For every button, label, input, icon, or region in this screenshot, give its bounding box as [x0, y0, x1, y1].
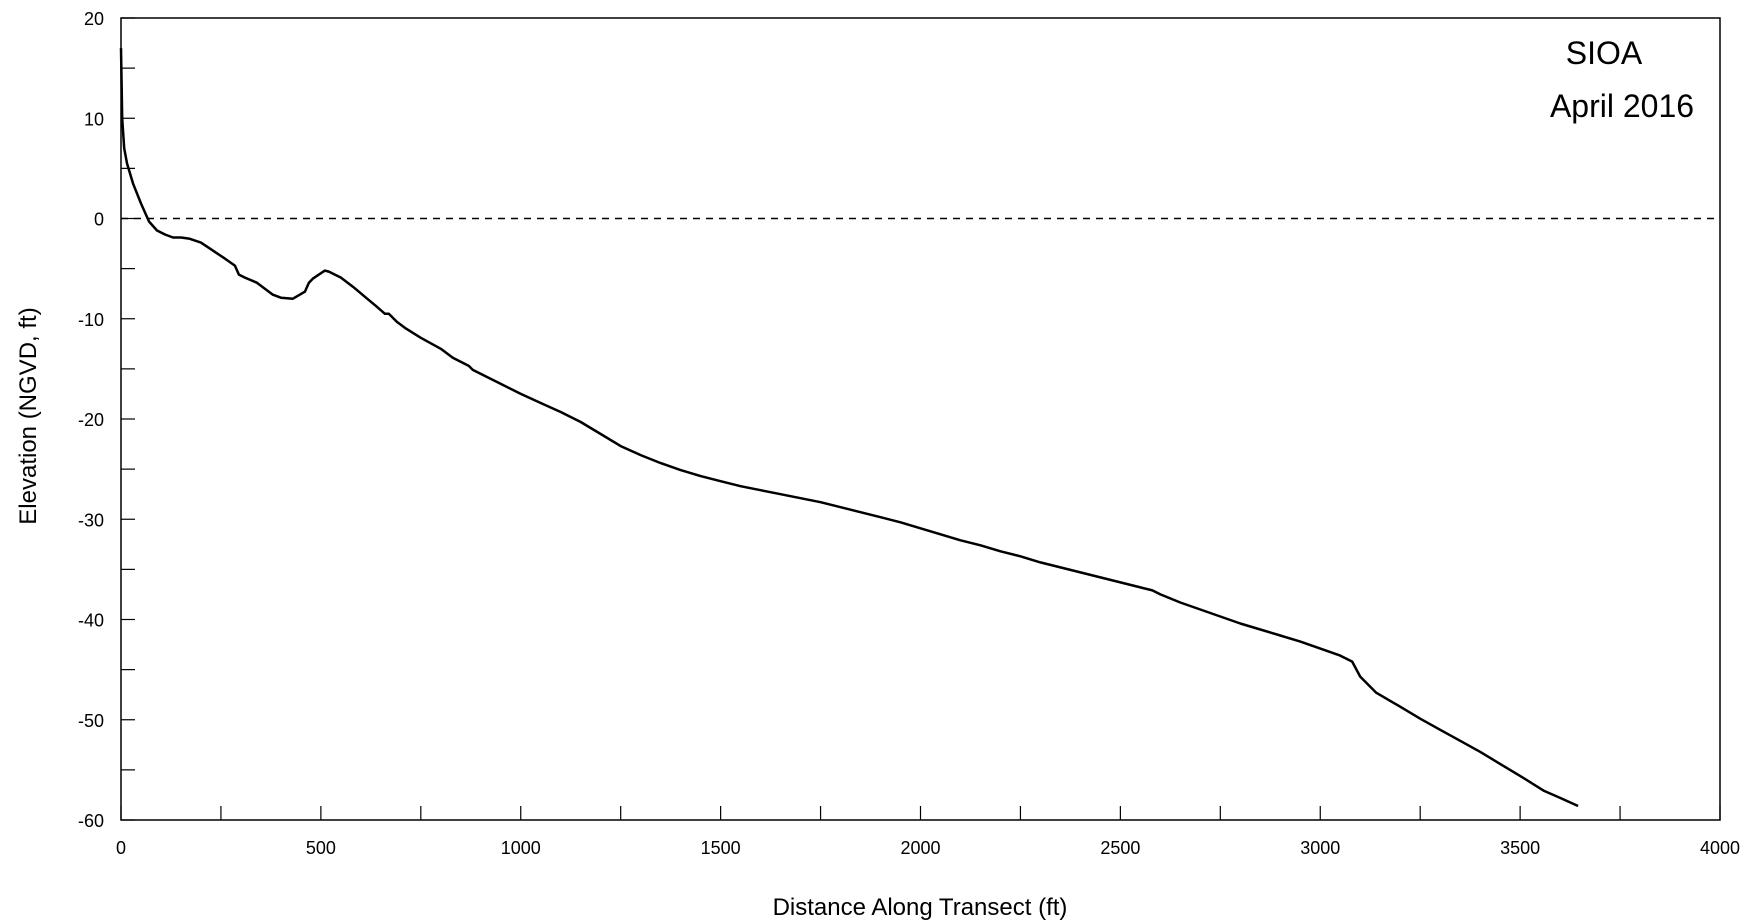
x-tick-label: 0 [116, 838, 126, 858]
y-tick-label: -30 [78, 510, 104, 530]
tick-labels: 0 500 1000 1500 2000 2500 3000 3500 4000 20 10 0 -10… [78, 9, 1740, 858]
ticks [120, 17, 1721, 821]
y-tick-label: 0 [94, 210, 104, 230]
y-tick-label: 10 [84, 109, 104, 129]
y-tick-label: -10 [78, 310, 104, 330]
x-axis-title: Distance Along Transect (ft) [773, 894, 1068, 921]
y-axis-title: Elevation (NGVD, ft) [15, 307, 42, 524]
x-tick-label: 2500 [1100, 838, 1140, 858]
y-tick-label: 20 [84, 9, 104, 29]
annotation-station: SIOA [1566, 35, 1643, 71]
y-tick-label: -20 [78, 410, 104, 430]
elevation-profile-line [119, 48, 1579, 808]
y-tick-label: -60 [78, 811, 104, 831]
x-tick-label: 1000 [501, 838, 541, 858]
y-tick-label: -50 [78, 711, 104, 731]
annotation-date: April 2016 [1550, 88, 1694, 124]
y-tick-label: -40 [78, 611, 104, 631]
x-tick-label: 1500 [701, 838, 741, 858]
x-tick-label: 2000 [900, 838, 940, 858]
x-tick-label: 3500 [1500, 838, 1540, 858]
x-tick-label: 4000 [1700, 838, 1740, 858]
x-tick-label: 500 [306, 838, 336, 858]
x-tick-label: 3000 [1300, 838, 1340, 858]
series-layer [119, 48, 1579, 808]
